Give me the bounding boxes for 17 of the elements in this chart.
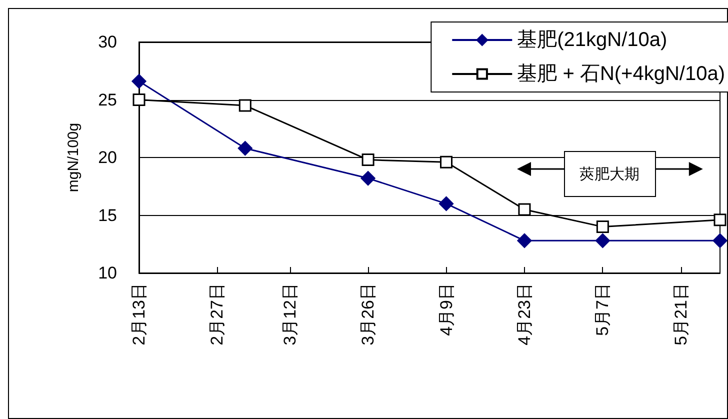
y-tick-label: 25 bbox=[98, 90, 117, 110]
y-tick-label: 30 bbox=[98, 32, 117, 52]
x-tick-label: 3月12日 bbox=[280, 283, 300, 346]
y-tick-label: 20 bbox=[98, 148, 117, 167]
y-tick-label: 15 bbox=[98, 206, 117, 225]
y-axis-title: mgN/100g bbox=[65, 122, 82, 192]
x-tick-label: 3月26日 bbox=[358, 283, 378, 346]
x-tick-label: 2月27日 bbox=[208, 283, 227, 346]
x-tick-label: 4月9日 bbox=[436, 283, 456, 336]
legend-label: 基肥(21kgN/10a) bbox=[517, 29, 668, 51]
x-tick-label: 4月23日 bbox=[514, 283, 534, 346]
x-tick-label: 5月7日 bbox=[593, 283, 612, 336]
annotation: 莢肥大期 bbox=[580, 164, 640, 184]
x-tick-label: 5月21日 bbox=[671, 283, 690, 346]
y-tick-label: 10 bbox=[98, 264, 117, 282]
legend-label: 基肥 + 石N(+4kgN/10a) bbox=[517, 63, 726, 85]
x-tick-label: 2月13日 bbox=[130, 283, 148, 346]
